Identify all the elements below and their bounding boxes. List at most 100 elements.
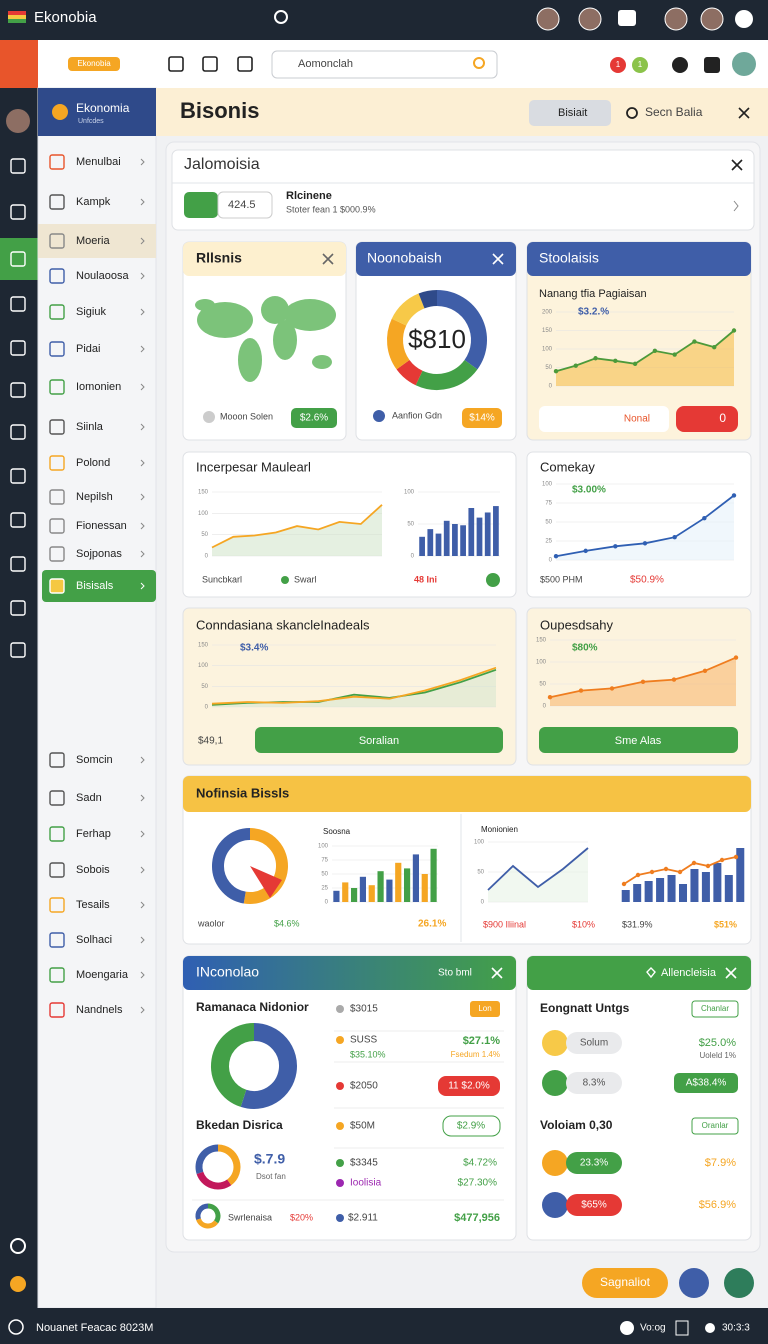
close-button[interactable] [731,159,743,171]
y-tick-label: 0 [549,384,553,390]
brand-pill [68,57,120,71]
legend: 48 Ini [414,574,437,584]
menu-item[interactable]: Menulbai [76,156,121,168]
settings-icon[interactable] [735,10,753,28]
card-title: Nofinsia Bissls [196,785,289,800]
button-label: Sagnaliot [600,1275,651,1289]
menu-item[interactable]: Sojponas [76,548,122,560]
menu-item[interactable]: Sigiuk [76,306,106,318]
rail-icon[interactable] [10,556,26,572]
input[interactable] [539,406,669,432]
menu-icon [49,897,65,913]
rail-icon[interactable] [10,251,26,267]
avatar[interactable] [700,7,724,31]
point [692,339,697,344]
button[interactable] [539,727,738,753]
menu-item[interactable]: Solhaci [76,934,112,946]
row-sub: $35.10% [350,1049,386,1059]
menu-item[interactable]: Siinla [76,421,104,433]
rail-icon[interactable] [10,512,26,528]
rail-icon[interactable] [10,642,26,658]
menu-item[interactable]: Fionessan [76,520,127,532]
avatar[interactable] [724,1268,754,1298]
rail-icon[interactable] [10,382,26,398]
pill [566,1152,622,1174]
menu-item[interactable]: Somcin [76,754,113,766]
avatar[interactable] [732,52,756,76]
rail-icon[interactable] [10,204,26,220]
bar [656,878,665,902]
menu-item[interactable]: Tesails [76,899,110,911]
y-tick-label: 100 [318,844,329,850]
menu-item[interactable]: Moeria [76,235,111,247]
avatar[interactable] [536,7,560,31]
header-button[interactable] [529,100,611,126]
close-button[interactable] [322,253,334,265]
menu-item[interactable]: Nandnels [76,1004,123,1016]
icon-button [184,192,218,218]
menu-item[interactable]: Iomonien [76,381,121,393]
menu-item[interactable]: Pidai [76,343,100,355]
menu-item[interactable]: Ferhap [76,828,111,840]
rail-icon[interactable] [10,468,26,484]
amount: $49,1 [198,736,223,747]
rail-icon[interactable] [10,296,26,312]
toolbar-icon[interactable] [237,56,253,72]
search-icon[interactable] [274,10,288,24]
status-text: 30:3:3 [722,1323,750,1334]
button[interactable] [255,727,503,753]
point [705,863,711,869]
menu-item[interactable]: Bisisals [76,580,114,592]
card-header [527,242,751,276]
menu-item[interactable]: Sobois [76,864,110,876]
card-header [183,776,751,812]
avatar[interactable] [578,7,602,31]
toolbar-icon[interactable] [202,56,218,72]
menu-item[interactable]: Noulaoosa [76,270,129,282]
button[interactable] [676,406,738,432]
rail-icon[interactable] [10,340,26,356]
rail-icon[interactable] [10,158,26,174]
header-action[interactable]: Sto bml [438,968,472,979]
toolbar-icon[interactable] [168,56,184,72]
menu-item[interactable]: Nepilsh [76,491,113,503]
menu-item[interactable]: Kampk [76,196,111,208]
bar [421,874,428,902]
icon[interactable] [704,57,720,73]
chevron [140,272,145,280]
icon-button[interactable] [679,1268,709,1298]
search-box[interactable] [271,50,498,79]
bar [493,506,499,556]
search-link[interactable]: Secn Balia [645,105,703,119]
chevron [140,423,145,431]
card-subtitle: Nanang tfia Pagiaisan [539,288,647,300]
badge [438,1076,500,1096]
y-tick-label: 200 [542,310,553,316]
close-button[interactable] [492,253,504,265]
close-button[interactable] [725,967,737,979]
menu-item[interactable]: Moengaria [76,969,129,981]
chart-label: $31.9% [622,919,653,929]
icon[interactable] [618,10,636,26]
point [652,348,658,354]
settings-icon[interactable] [10,1238,26,1254]
brand: Ekonobia [77,59,111,68]
action-button[interactable] [582,1268,668,1298]
rail-icon[interactable] [10,424,26,440]
close-button[interactable] [491,967,503,979]
icon[interactable] [672,57,688,73]
menu-item[interactable]: Polond [76,457,110,469]
rail-icon[interactable] [10,600,26,616]
badge: 1 [616,60,621,69]
chevron [140,901,145,909]
icon[interactable] [10,1276,26,1292]
y-tick-label: 100 [536,660,547,666]
card-title: Stoolaisis [539,250,599,266]
flag-icon [8,11,26,15]
avatar[interactable] [664,7,688,31]
legend-dot [373,410,385,422]
point [712,344,717,350]
chevron [140,237,145,245]
menu-item[interactable]: Sadn [76,792,102,804]
close-button[interactable] [738,107,750,119]
